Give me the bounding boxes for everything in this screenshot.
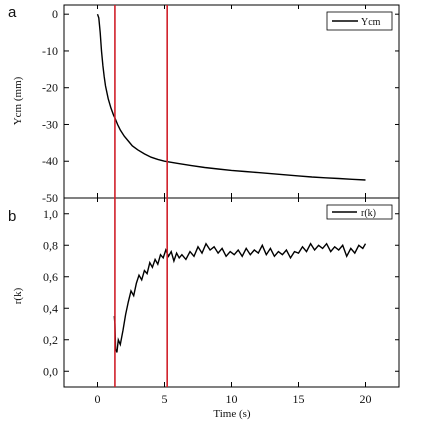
event-markers [114, 5, 168, 387]
panel-b-plot: 0,0 0,2 0,4 0,6 0,8 1,0 0 5 10 15 20 r(k) [43, 197, 400, 406]
panel-b-y-axis-title: r(k) [12, 287, 24, 304]
x-tick-label: 0 [95, 392, 101, 406]
panel-b-legend: r(k) [326, 204, 393, 220]
panel-b-legend-box [326, 204, 393, 220]
panel-a-legend-label: Ycm [361, 17, 381, 28]
panel-a-legend-box [326, 11, 393, 31]
panel-b-ytick-label: 0,8 [43, 238, 58, 252]
rk-series-line [113, 242, 367, 353]
panel-a-ytick-label: -10 [42, 44, 58, 58]
panel-b-legend-label: r(k) [361, 208, 376, 219]
panel-a-ytick-label: 0 [52, 7, 58, 21]
panel-b-ytick-label: 0,2 [43, 333, 58, 347]
panel-b-letter: b [8, 208, 16, 225]
panel-a-x-axis [97, 5, 366, 198]
ycm-series-line [96, 13, 366, 181]
panel-b-y-axis: 0,0 0,2 0,4 0,6 0,8 1,0 [43, 207, 399, 378]
panel-b-ytick-label: 0,6 [43, 270, 58, 284]
x-tick-label: 5 [162, 392, 168, 406]
panel-a-y-axis-title: Ycm (mm) [12, 76, 24, 125]
panel-a-ytick-label: -20 [42, 81, 58, 95]
panel-a-legend: Ycm [326, 11, 393, 31]
x-tick-label: 20 [360, 392, 372, 406]
x-tick-label: 15 [293, 392, 305, 406]
panel-a-ytick-label: -50 [42, 191, 58, 205]
x-axis-title: Time (s) [213, 408, 251, 420]
panel-b-x-axis: 0 5 10 15 20 [95, 198, 372, 406]
panel-a-ytick-label: -30 [42, 117, 58, 131]
x-tick-label: 10 [226, 392, 238, 406]
panel-b-ytick-label: 0,4 [43, 301, 58, 315]
panel-b-ytick-label: 1,0 [43, 207, 58, 221]
panel-b-ytick-label: 0,0 [43, 364, 58, 378]
panel-a-ytick-label: -40 [42, 154, 58, 168]
panel-a-letter: a [8, 4, 17, 21]
